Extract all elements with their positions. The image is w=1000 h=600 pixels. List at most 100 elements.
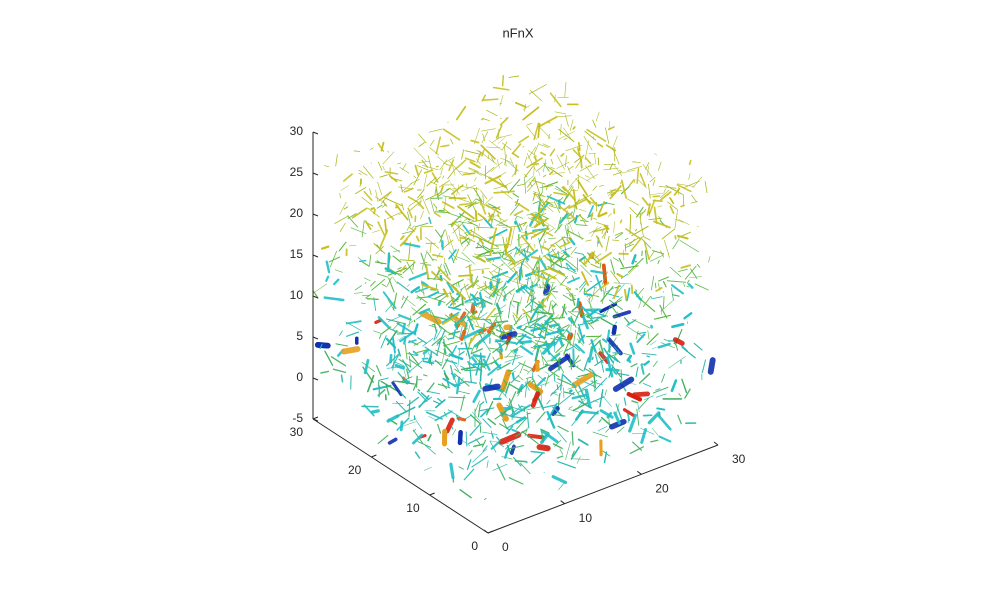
pore-throat <box>461 149 465 160</box>
pore-throat <box>343 173 353 182</box>
pore-throat <box>386 211 403 220</box>
pore-throat <box>601 229 608 239</box>
pore-throat <box>635 330 639 340</box>
pore-throat <box>382 151 395 165</box>
pore-throat <box>531 218 549 227</box>
pore-throat <box>590 263 600 269</box>
pore-throat <box>696 264 701 268</box>
pore-throat <box>584 140 590 160</box>
pore-throat <box>626 166 642 171</box>
pore-throat <box>530 326 547 332</box>
pore-throat <box>607 190 615 197</box>
pore-throat <box>613 282 632 285</box>
pore-throat <box>567 165 571 174</box>
pore-throat <box>437 299 442 306</box>
pore-throat <box>447 337 455 340</box>
pore-throat <box>504 449 509 459</box>
pore-throat <box>378 377 389 381</box>
pore-throat <box>502 418 508 430</box>
pore-throat <box>571 189 579 192</box>
pore-throat <box>425 265 430 281</box>
pore-throat <box>516 183 526 187</box>
pore-throat <box>543 254 550 261</box>
pore-throat <box>436 165 439 168</box>
pore-throat <box>642 235 651 241</box>
pore-throat <box>469 233 476 237</box>
pore-throat <box>319 343 323 350</box>
pore-throat <box>657 276 670 282</box>
pore-throat <box>627 413 631 422</box>
pore-throat <box>469 423 482 436</box>
pore-throat <box>425 191 442 201</box>
pore-throat <box>623 397 627 406</box>
pore-throat <box>415 375 418 388</box>
pore-throat <box>416 296 428 299</box>
pore-throat <box>479 381 482 390</box>
pore-throat <box>635 366 639 378</box>
pore-throat <box>443 156 455 164</box>
pore-throat <box>442 288 449 298</box>
pore-throat <box>553 414 566 417</box>
pore-throat <box>638 295 644 309</box>
pore-throat <box>591 369 598 377</box>
pore-throat <box>416 295 428 303</box>
pore-throat <box>542 199 546 206</box>
pore-throat <box>403 336 407 345</box>
pore-throat <box>450 220 457 228</box>
pore-throat <box>312 283 328 294</box>
pore-throat <box>423 174 427 191</box>
pore-throat <box>519 462 531 475</box>
z-tick <box>312 131 319 135</box>
pore-throat <box>373 330 383 335</box>
pore-throat <box>497 137 506 144</box>
pore-throat <box>423 374 428 377</box>
pore-throat <box>328 256 341 263</box>
z-tick-label: 25 <box>290 165 304 179</box>
pore-throat <box>580 219 589 223</box>
pore-throat <box>464 298 474 303</box>
pore-throat <box>660 308 663 315</box>
pore-throat <box>521 289 525 294</box>
pore-throat <box>535 376 547 388</box>
pore-throat <box>553 200 561 214</box>
pore-throat <box>388 277 395 293</box>
pore-throat <box>478 197 487 215</box>
pore-throat <box>314 342 331 349</box>
pore-throat <box>343 206 349 210</box>
pore-throat <box>579 213 587 226</box>
pore-throat <box>395 406 416 418</box>
pore-throat <box>542 181 559 188</box>
pore-throat <box>401 202 404 211</box>
pore-throat <box>575 409 584 421</box>
pore-throat <box>446 187 451 190</box>
pore-throat <box>544 321 549 340</box>
pore-throat <box>563 239 567 255</box>
pore-throat <box>639 298 656 312</box>
y-tick-label: 0 <box>471 539 478 553</box>
pore-throat <box>618 257 624 267</box>
pore-throat <box>439 229 445 243</box>
pore-throat <box>363 358 370 375</box>
pore-throat <box>487 347 502 351</box>
z-tick-label: 0 <box>296 370 303 384</box>
pore-throat <box>484 497 487 501</box>
pore-throat <box>428 416 437 421</box>
pore-throat <box>400 235 405 241</box>
pore-throat <box>544 374 550 387</box>
pore-throat <box>403 379 411 384</box>
pore-throat <box>374 318 383 325</box>
pore-throat <box>553 336 562 347</box>
pore-throat <box>519 296 523 307</box>
pore-throat <box>482 194 485 208</box>
pore-throat <box>624 317 630 324</box>
pore-throat <box>631 254 637 265</box>
pore-throat <box>581 271 589 286</box>
pore-throat <box>472 354 486 358</box>
pore-throat <box>657 259 660 264</box>
pore-throat <box>451 162 456 176</box>
pore-throat <box>550 352 561 362</box>
pore-throat <box>457 430 463 446</box>
pore-throat <box>486 146 501 149</box>
pore-throat <box>483 118 490 121</box>
pore-throat <box>701 359 707 374</box>
